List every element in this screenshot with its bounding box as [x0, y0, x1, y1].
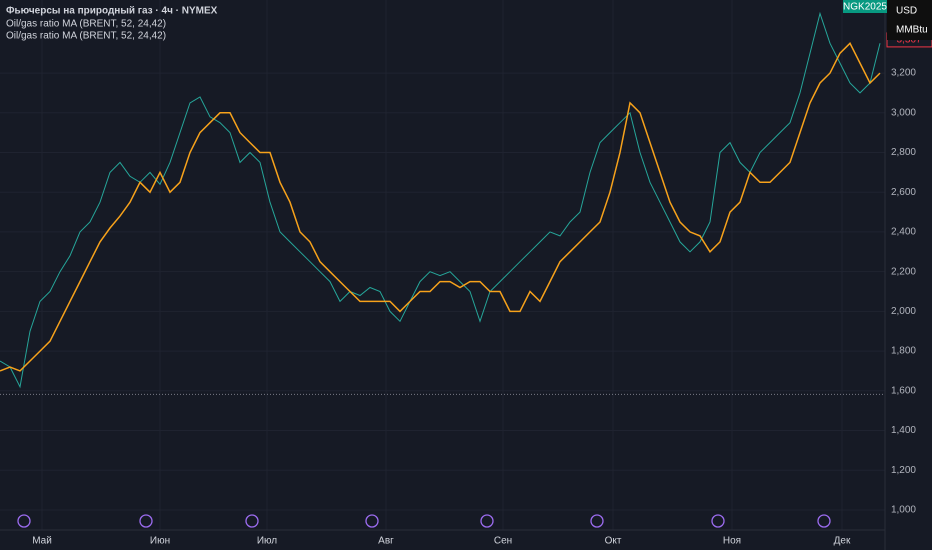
unit[interactable]: MMBtu: [896, 25, 928, 36]
event-icon[interactable]: [245, 514, 259, 528]
event-icon[interactable]: [17, 514, 31, 528]
event-icon[interactable]: [139, 514, 153, 528]
chart-title: Фьючерсы на природный газ · 4ч · NYMEX: [6, 6, 218, 17]
currency[interactable]: USD: [896, 6, 917, 17]
axes: 1,000 1,200 1,400 1,600 1,800 2,000 2,200 2,400…: [32, 32, 932, 547]
y-tick-label: 1,200: [891, 465, 916, 476]
event-icon[interactable]: [365, 514, 379, 528]
unit-box[interactable]: [887, 0, 932, 40]
x-tick-label: Июн: [150, 536, 170, 547]
x-tick-label: Сен: [494, 536, 512, 547]
annotation: Oil/gas ratio MA (BRENT, 52, 24,42): [6, 31, 166, 42]
y-tick-label: 3,000: [891, 107, 916, 118]
x-tick-label: Авг: [378, 536, 394, 547]
y-tick-label: 1,000: [891, 505, 916, 516]
y-tick-label: 3,200: [891, 68, 916, 79]
event-icon[interactable]: [590, 514, 604, 528]
y-tick-label: 2,600: [891, 187, 916, 198]
event-icon[interactable]: [711, 514, 725, 528]
plot: [0, 11, 885, 395]
y-tick-label: 2,400: [891, 227, 916, 238]
y-tick-label: 2,200: [891, 266, 916, 277]
event-icon[interactable]: [480, 514, 494, 528]
x-tick-label: Июл: [257, 536, 277, 547]
series-line: [0, 42, 881, 372]
y-tick-label: 2,000: [891, 306, 916, 317]
grid: [0, 0, 885, 530]
x-tick-label: Ноя: [723, 536, 741, 547]
price-tag-label: 3,367: [896, 35, 921, 46]
event-icon[interactable]: [817, 514, 831, 528]
series-line: [0, 11, 881, 389]
symbol-tag: [843, 0, 887, 13]
event-icons: [17, 514, 831, 528]
x-tick-label: Май: [32, 536, 52, 547]
y-tick-label: 1,400: [891, 425, 916, 436]
symbol-tag-label: NGK2025: [843, 2, 887, 13]
y-tick-label: 1,600: [891, 385, 916, 396]
x-tick-label: Окт: [605, 536, 622, 547]
y-tick-label: 2,800: [891, 147, 916, 158]
x-tick-label: Дек: [834, 536, 851, 547]
y-tick-label: 1,800: [891, 346, 916, 357]
legend-entry: Oil/gas ratio MA (BRENT, 52, 24,42): [6, 19, 166, 30]
